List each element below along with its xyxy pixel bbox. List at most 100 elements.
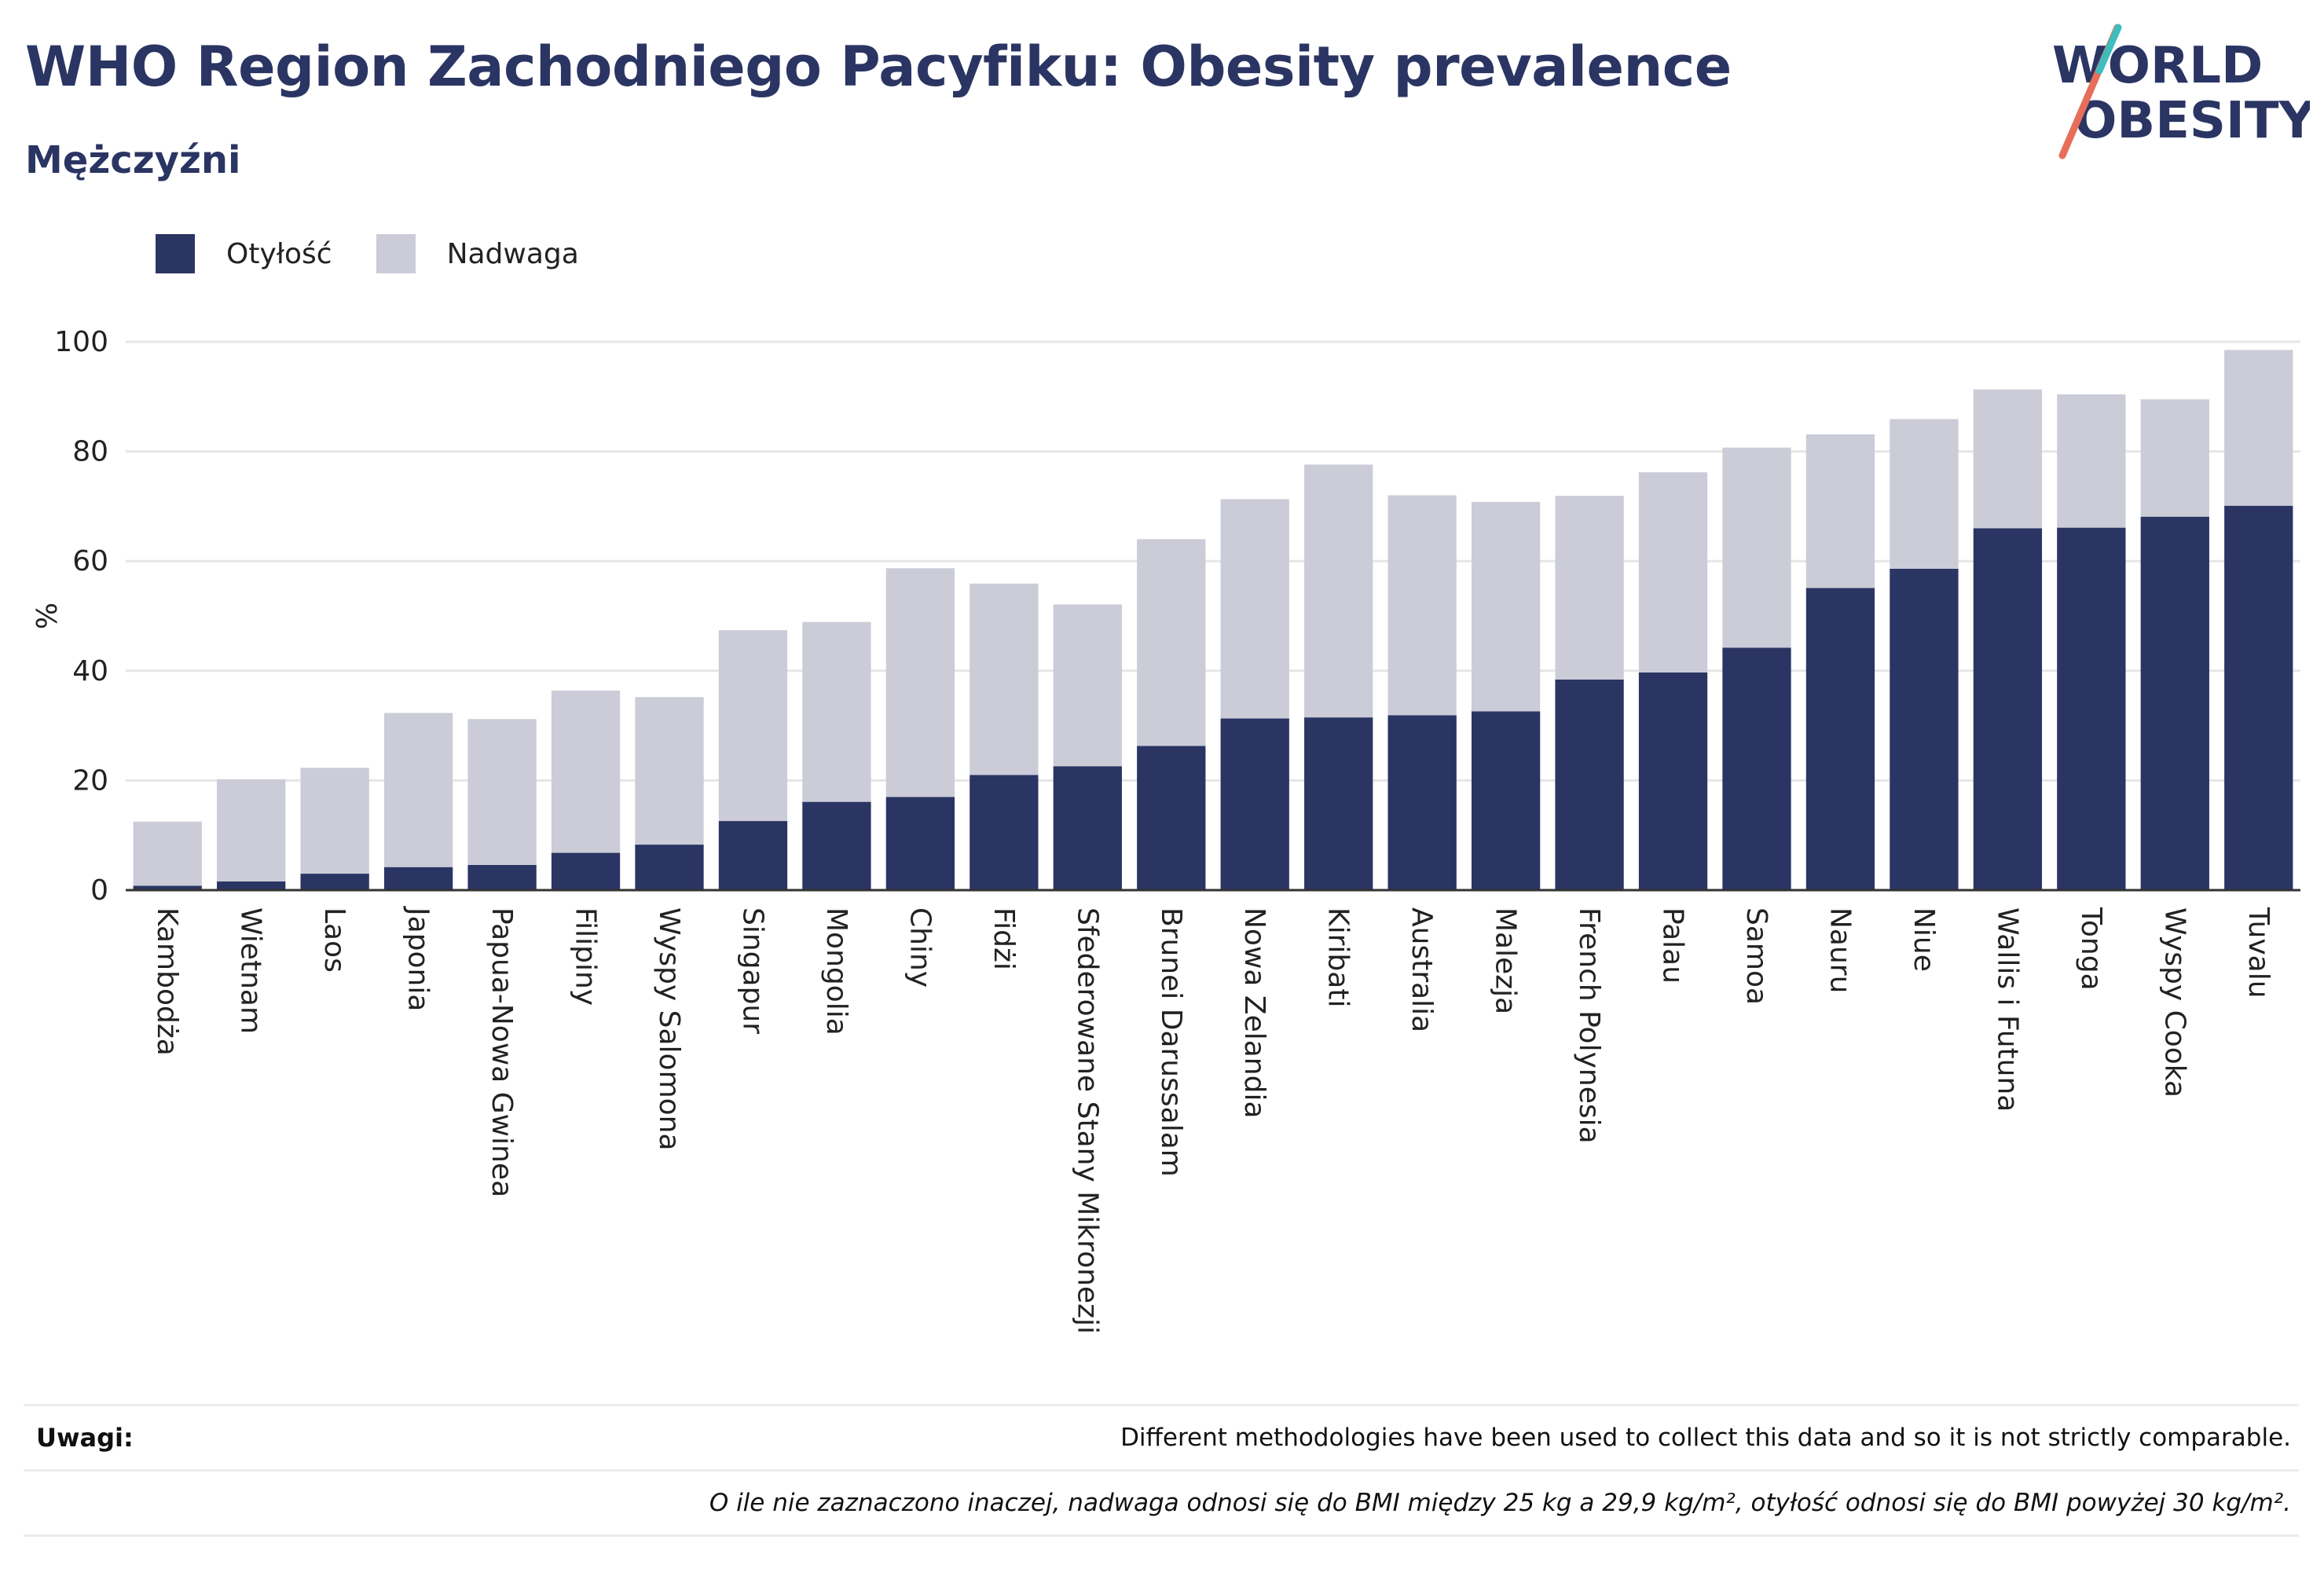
bar-segment	[1471, 501, 1541, 712]
bar-segment	[1053, 604, 1122, 767]
x-tick-label: Australia	[1406, 907, 1438, 1032]
legend-item-obesity: Otyłość	[156, 234, 332, 273]
bar-segment	[718, 630, 788, 822]
notes-row: Uwagi: Different methodologies have been…	[24, 1404, 2299, 1469]
bar-segment	[133, 821, 202, 886]
logo-slash-accent-icon	[2095, 24, 2122, 75]
x-tick-label: Samoa	[1740, 907, 1772, 1005]
bar-segment	[1387, 715, 1457, 890]
bar-segment	[1805, 588, 1875, 890]
x-tick-label: Tonga	[2075, 907, 2107, 991]
legend-label-obesity: Otyłość	[226, 237, 332, 270]
bar-segment	[1555, 679, 1624, 890]
bar-segment	[300, 768, 369, 874]
y-axis-label: %	[31, 603, 64, 629]
y-tick-label: 0	[90, 874, 108, 907]
bar-segment	[1890, 568, 1959, 890]
x-tick-label: Wyspy Cooka	[2158, 907, 2190, 1098]
x-tick-label: Malezja	[1490, 907, 1522, 1014]
x-tick-label: Filipiny	[570, 907, 602, 1006]
bar-segment	[300, 874, 369, 890]
bar-segment	[467, 864, 537, 890]
x-tick-label: Wallis i Futuna	[1991, 907, 2023, 1112]
logo-line-obesity: OBESITY	[2074, 92, 2310, 150]
bar-segment	[1137, 746, 1206, 890]
bar-segment	[2057, 394, 2126, 528]
x-tick-label: Chiny	[904, 907, 936, 988]
bar-segment	[551, 852, 621, 890]
bar-segment	[1387, 495, 1457, 716]
bar-segment	[635, 845, 704, 890]
bar-segment	[1220, 718, 1289, 890]
notes-label: Uwagi:	[36, 1423, 134, 1453]
page-title: WHO Region Zachodniego Pacyfiku: Obesity…	[25, 35, 1732, 99]
x-tick-label: Brunei Darussalam	[1155, 907, 1187, 1177]
bar-segment	[1137, 539, 1206, 746]
y-tick-label: 80	[72, 436, 108, 468]
x-tick-label: Nowa Zelandia	[1238, 907, 1270, 1119]
bar-segment	[2140, 516, 2209, 890]
logo-line-world: WORLD	[2052, 37, 2263, 95]
x-tick-label: Singapur	[736, 907, 768, 1034]
x-tick-label: Tuvalu	[2242, 907, 2275, 999]
definition-row: O ile nie zaznaczono inaczej, nadwaga od…	[24, 1469, 2299, 1537]
bar-segment	[1471, 711, 1541, 890]
legend-label-overweight: Nadwaga	[446, 237, 579, 270]
bar-segment	[885, 568, 955, 797]
x-tick-label: Kambodża	[151, 907, 183, 1056]
x-tick-label: Japonia	[402, 906, 434, 1011]
x-tick-label: Niue	[1908, 907, 1940, 972]
bar-segment	[2224, 505, 2293, 890]
bar-segment	[1555, 496, 1624, 680]
y-tick-label: 40	[72, 655, 108, 687]
bar-segment	[467, 719, 537, 865]
legend-item-overweight: Nadwaga	[376, 234, 579, 273]
bar-segment	[2140, 399, 2209, 517]
chart-legend: Otyłość Nadwaga	[156, 234, 623, 273]
legend-swatch-overweight	[376, 234, 416, 273]
bar-segment	[635, 697, 704, 845]
bar-segment	[1638, 672, 1708, 890]
x-tick-label: Laos	[318, 907, 350, 973]
bar-segment	[551, 690, 621, 853]
bar-segment	[2224, 350, 2293, 506]
bar-segment	[1722, 447, 1791, 648]
x-tick-label: Mongolia	[820, 907, 852, 1035]
bar-segment	[970, 583, 1039, 775]
world-obesity-logo: WORLD OBESITY	[2052, 24, 2310, 159]
bar-segment	[1805, 434, 1875, 588]
bar-segment	[1973, 389, 2043, 529]
bar-segment	[970, 775, 1039, 890]
bar-segment	[1053, 766, 1122, 890]
bar-segment	[383, 713, 453, 867]
x-tick-label: Wyspy Salomona	[653, 907, 685, 1151]
bar-segment	[802, 801, 871, 890]
bar-segment	[802, 621, 871, 802]
x-tick-label: Nauru	[1824, 907, 1856, 993]
bar-segment	[2057, 527, 2126, 890]
x-tick-label: French Polynesia	[1573, 907, 1605, 1144]
stacked-bar-chart: 0 20 40 60 80 100% Kambodża Wietnam Laos Japonia P…	[31, 326, 2300, 1334]
bar-segment	[1304, 717, 1373, 890]
x-tick-label: Sfederowane Stany Mikronezji	[1071, 907, 1103, 1334]
bar-segment	[1638, 472, 1708, 673]
y-tick-label: 100	[54, 326, 108, 358]
bar-segment	[217, 779, 286, 881]
bar-segment	[1220, 499, 1289, 719]
page-subtitle: Mężczyźni	[25, 138, 241, 182]
bar-segment	[383, 867, 453, 890]
x-tick-label: Fidżi	[988, 907, 1020, 970]
notes-text: Different methodologies have been used t…	[1120, 1424, 2291, 1452]
bar-segment	[718, 821, 788, 890]
bar-segment	[1722, 647, 1791, 890]
bar-segment	[885, 797, 955, 890]
x-tick-label: Kiribati	[1322, 907, 1354, 1007]
bar-segment	[217, 881, 286, 890]
y-tick-label: 20	[72, 764, 108, 797]
bar-segment	[1304, 464, 1373, 718]
x-tick-label: Wietnam	[235, 907, 267, 1034]
x-tick-label: Papua-Nowa Gwinea	[486, 907, 518, 1197]
bar-segment	[1890, 419, 1959, 569]
definition-text: O ile nie zaznaczono inaczej, nadwaga od…	[709, 1489, 2291, 1517]
legend-swatch-obesity	[156, 234, 195, 273]
